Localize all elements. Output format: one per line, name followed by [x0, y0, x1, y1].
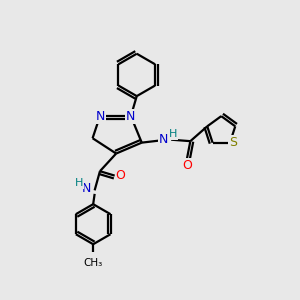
- Text: N: N: [82, 182, 91, 195]
- Text: H: H: [169, 129, 177, 140]
- Text: N: N: [159, 133, 168, 146]
- Text: S: S: [230, 136, 237, 149]
- Text: O: O: [116, 169, 125, 182]
- Text: N: N: [126, 110, 136, 123]
- Text: N: N: [95, 110, 105, 123]
- Text: H: H: [75, 178, 83, 188]
- Text: CH₃: CH₃: [83, 258, 103, 268]
- Text: O: O: [182, 159, 192, 172]
